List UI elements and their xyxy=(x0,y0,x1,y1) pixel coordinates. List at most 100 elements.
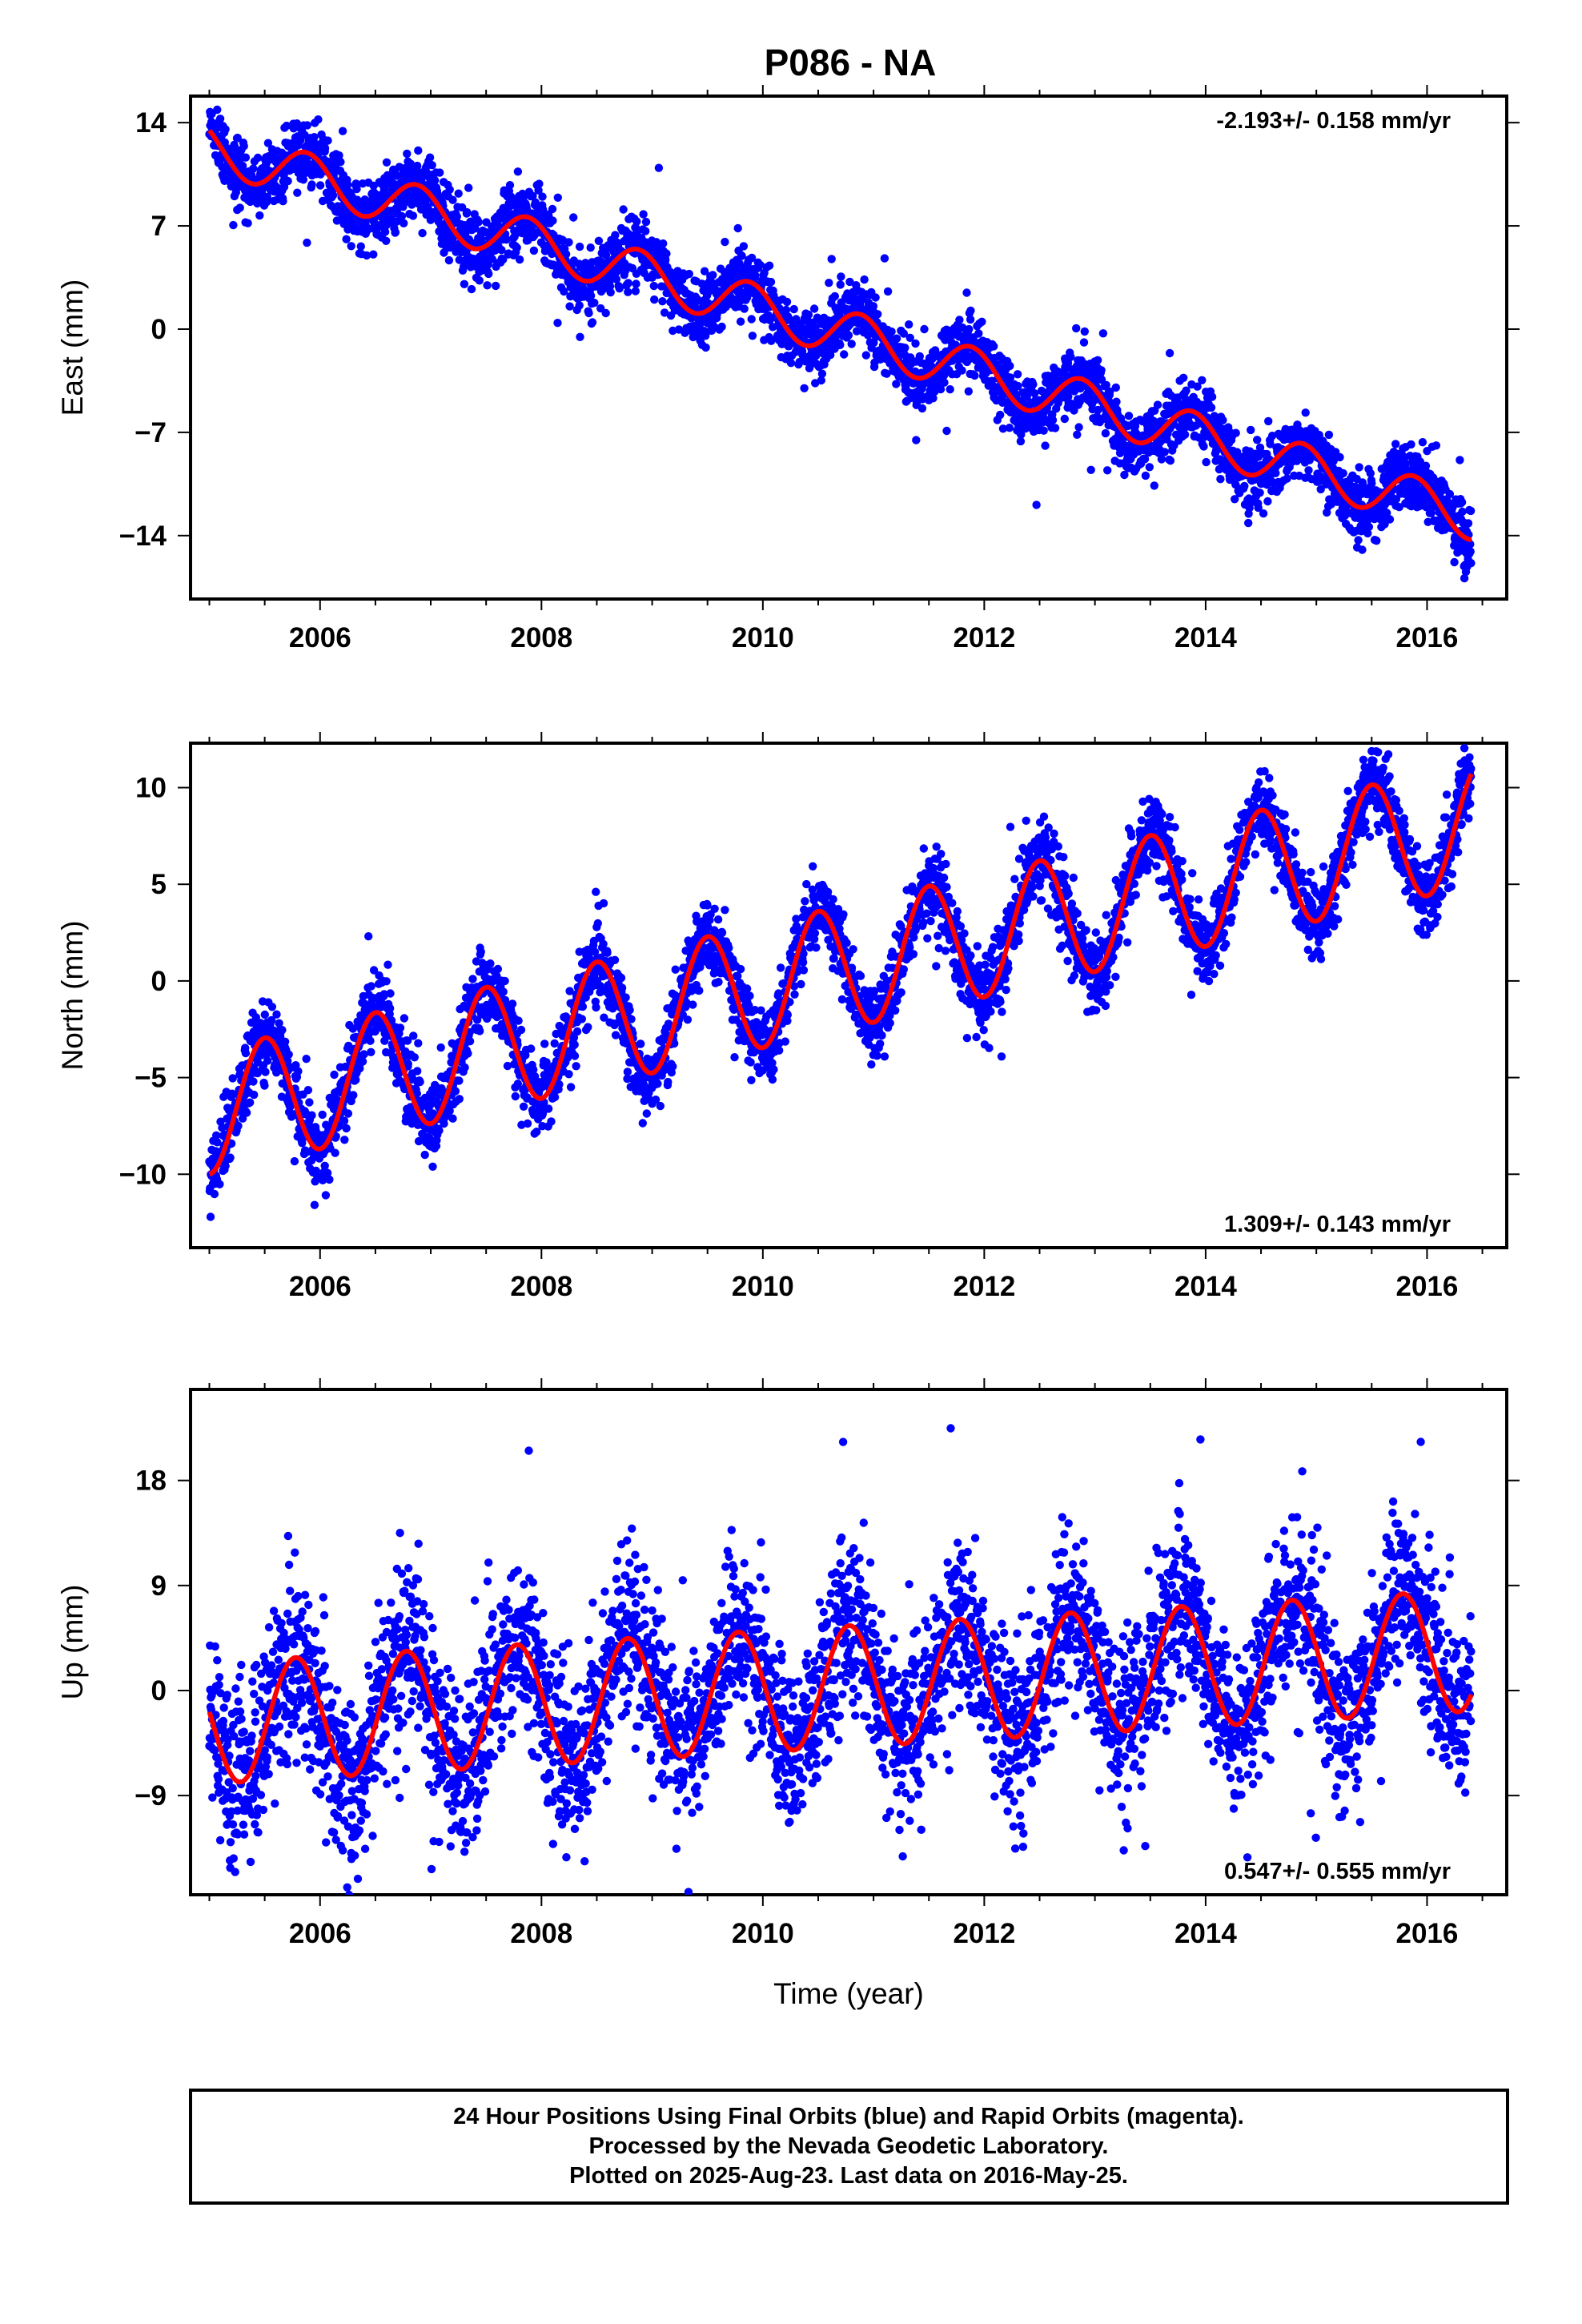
data-point xyxy=(693,296,702,305)
data-point xyxy=(1216,475,1225,484)
data-point xyxy=(418,228,427,238)
data-point xyxy=(1202,457,1211,467)
data-point xyxy=(685,269,693,279)
data-point xyxy=(1445,489,1455,499)
data-point xyxy=(873,310,882,319)
data-point xyxy=(1098,329,1108,338)
data-point xyxy=(1355,463,1363,472)
data-point xyxy=(1072,324,1081,333)
data-point xyxy=(260,1010,269,1019)
data-point xyxy=(1364,522,1374,532)
data-point xyxy=(662,249,671,258)
data-point xyxy=(905,333,914,342)
data-point xyxy=(325,1175,334,1184)
y-tick-label: 14 xyxy=(135,107,167,139)
data-point xyxy=(307,180,316,189)
data-point xyxy=(477,235,486,243)
data-point xyxy=(1066,352,1075,361)
data-point xyxy=(1254,503,1263,513)
x-tick-label: 2016 xyxy=(1396,1271,1459,1302)
data-point xyxy=(1101,428,1110,438)
data-point xyxy=(1207,403,1216,412)
data-point xyxy=(1048,416,1058,424)
data-point xyxy=(413,161,422,171)
data-point xyxy=(414,146,423,155)
data-point xyxy=(221,125,230,134)
data-point xyxy=(272,1068,281,1077)
data-point xyxy=(476,1027,484,1035)
data-point xyxy=(249,1077,258,1086)
data-point xyxy=(852,327,861,336)
y-tick-label: −7 xyxy=(135,417,167,448)
data-point xyxy=(1240,481,1249,491)
data-point xyxy=(748,332,757,340)
y-tick-label: 5 xyxy=(151,869,167,900)
data-point xyxy=(263,139,273,147)
data-point xyxy=(882,369,891,378)
data-point xyxy=(1366,468,1375,478)
data-point xyxy=(302,1055,311,1063)
data-point xyxy=(367,982,375,991)
data-point xyxy=(460,279,469,288)
data-point xyxy=(233,133,242,143)
data-point xyxy=(1259,509,1268,518)
data-point xyxy=(1086,465,1095,474)
data-point xyxy=(403,1036,412,1045)
data-point xyxy=(380,227,390,236)
data-point xyxy=(420,1150,429,1160)
data-point xyxy=(492,281,500,291)
data-point xyxy=(601,308,610,318)
data-point xyxy=(431,176,440,185)
data-point xyxy=(1195,433,1203,442)
data-point xyxy=(347,242,355,251)
data-point xyxy=(974,329,983,338)
data-point xyxy=(320,144,330,153)
data-point xyxy=(942,426,951,436)
data-point xyxy=(235,203,244,212)
data-point xyxy=(674,325,684,334)
plot-area xyxy=(205,744,1476,1221)
data-point xyxy=(338,127,347,135)
data-point xyxy=(484,269,493,279)
data-point xyxy=(385,1003,395,1013)
data-point xyxy=(1383,509,1391,517)
data-point xyxy=(400,219,408,227)
data-point xyxy=(243,219,252,227)
data-point xyxy=(998,424,1008,433)
data-point xyxy=(355,1064,364,1073)
data-point xyxy=(1304,466,1313,475)
data-point xyxy=(892,380,901,388)
data-point xyxy=(261,1068,270,1076)
data-point xyxy=(310,1200,319,1209)
data-point xyxy=(700,267,709,275)
data-point xyxy=(515,255,524,264)
data-point xyxy=(1073,363,1082,372)
data-point xyxy=(1112,397,1121,406)
model-fit-line xyxy=(207,129,1473,543)
data-point xyxy=(1080,327,1090,336)
data-point xyxy=(786,359,796,368)
data-point xyxy=(964,387,974,396)
data-point xyxy=(611,231,620,239)
data-point xyxy=(1179,373,1188,382)
rate-label: 1.309+/- 0.143 mm/yr xyxy=(1224,1212,1451,1237)
data-point xyxy=(817,376,825,385)
plot-area xyxy=(205,105,1476,583)
data-point xyxy=(234,1121,243,1131)
x-tick-label: 2016 xyxy=(1396,622,1459,653)
data-point xyxy=(553,193,562,202)
data-point xyxy=(800,384,809,392)
data-point xyxy=(320,1161,329,1171)
x-tick-label: 2010 xyxy=(732,622,794,653)
data-point xyxy=(379,990,389,999)
data-point xyxy=(659,239,668,248)
data-point xyxy=(382,236,391,245)
data-point xyxy=(267,1015,276,1025)
data-point xyxy=(1466,547,1475,556)
data-point xyxy=(615,284,624,293)
y-tick-label: −5 xyxy=(135,1063,167,1094)
data-point xyxy=(1050,424,1060,432)
data-point xyxy=(474,218,483,227)
